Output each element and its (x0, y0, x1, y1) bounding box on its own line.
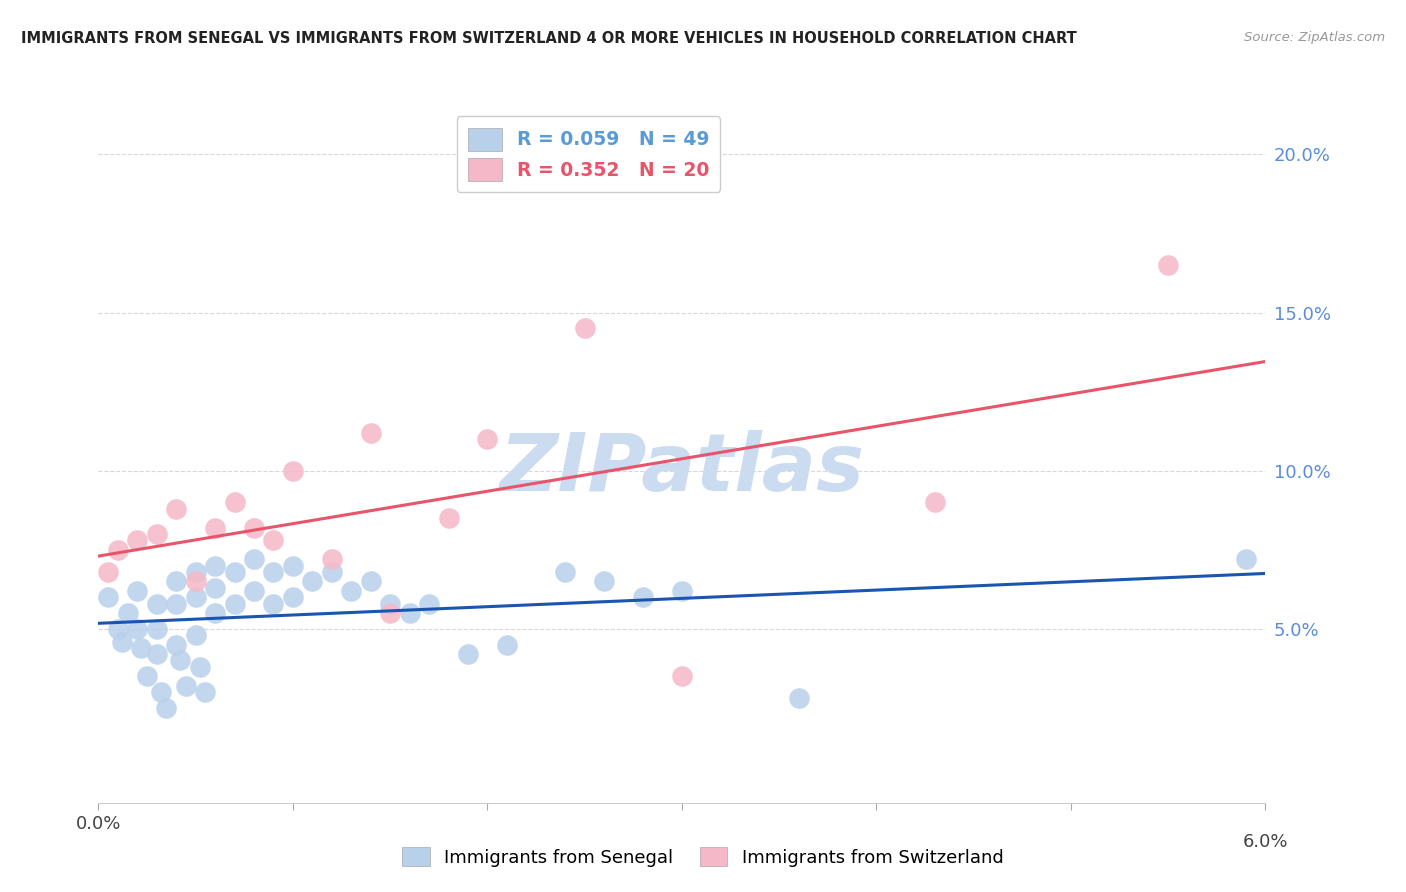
Point (165, 574, 187, 589)
Point (204, 521, 226, 535)
Point (127, 583, 149, 598)
Point (671, 583, 693, 598)
Point (243, 521, 266, 535)
Point (165, 597, 187, 611)
Point (360, 574, 382, 589)
Point (107, 542, 129, 557)
Point (97, 565, 120, 579)
Point (149, 685, 172, 699)
Point (165, 501, 187, 516)
Point (574, 321, 596, 335)
Point (787, 691, 810, 706)
Point (398, 606, 420, 620)
Legend: Immigrants from Senegal, Immigrants from Switzerland: Immigrants from Senegal, Immigrants from… (395, 840, 1011, 874)
Point (631, 591, 654, 605)
Point (224, 565, 246, 579)
Point (340, 583, 363, 598)
Point (418, 597, 440, 611)
Point (155, 701, 177, 715)
Point (146, 527, 169, 541)
Point (671, 669, 693, 683)
Text: IMMIGRANTS FROM SENEGAL VS IMMIGRANTS FROM SWITZERLAND 4 OR MORE VEHICLES IN HOU: IMMIGRANTS FROM SENEGAL VS IMMIGRANTS FR… (21, 31, 1077, 46)
Point (111, 634, 134, 648)
Point (224, 495, 246, 509)
Point (136, 669, 159, 683)
Point (437, 511, 460, 525)
Point (380, 597, 402, 611)
Point (1157, 258, 1180, 272)
Point (204, 606, 226, 620)
Point (169, 653, 191, 667)
Point (281, 464, 304, 478)
Point (321, 565, 343, 579)
Point (243, 552, 266, 566)
Y-axis label: 4 or more Vehicles in Household: 4 or more Vehicles in Household (0, 331, 7, 579)
Point (174, 679, 197, 693)
Point (184, 574, 207, 589)
Point (184, 591, 207, 605)
Point (204, 581, 226, 595)
Point (127, 622, 149, 636)
Point (129, 640, 152, 655)
Point (380, 606, 402, 620)
Point (117, 606, 139, 620)
Point (321, 552, 343, 566)
Point (224, 597, 246, 611)
Point (127, 533, 149, 548)
Point (281, 591, 304, 605)
Point (262, 565, 284, 579)
Point (188, 660, 211, 674)
Point (301, 574, 323, 589)
Legend: R = 0.059   N = 49, R = 0.352   N = 20: R = 0.059 N = 49, R = 0.352 N = 20 (457, 117, 720, 192)
Point (165, 638, 187, 652)
Point (593, 574, 616, 589)
Point (146, 622, 169, 636)
Point (496, 638, 519, 652)
Point (281, 558, 304, 573)
Point (107, 622, 129, 636)
Point (194, 685, 217, 699)
Point (243, 583, 266, 598)
Point (924, 495, 946, 509)
Point (1234, 552, 1257, 566)
Point (477, 432, 499, 446)
Text: Source: ZipAtlas.com: Source: ZipAtlas.com (1244, 31, 1385, 45)
Point (262, 533, 284, 548)
Point (204, 558, 226, 573)
Point (554, 565, 576, 579)
Point (457, 647, 479, 661)
Point (184, 628, 207, 642)
Text: 6.0%: 6.0% (1243, 833, 1288, 851)
Text: ZIPatlas: ZIPatlas (499, 430, 865, 508)
Point (146, 597, 169, 611)
Point (146, 647, 169, 661)
Point (97, 591, 120, 605)
Point (360, 425, 382, 440)
Point (184, 565, 207, 579)
Point (262, 597, 284, 611)
